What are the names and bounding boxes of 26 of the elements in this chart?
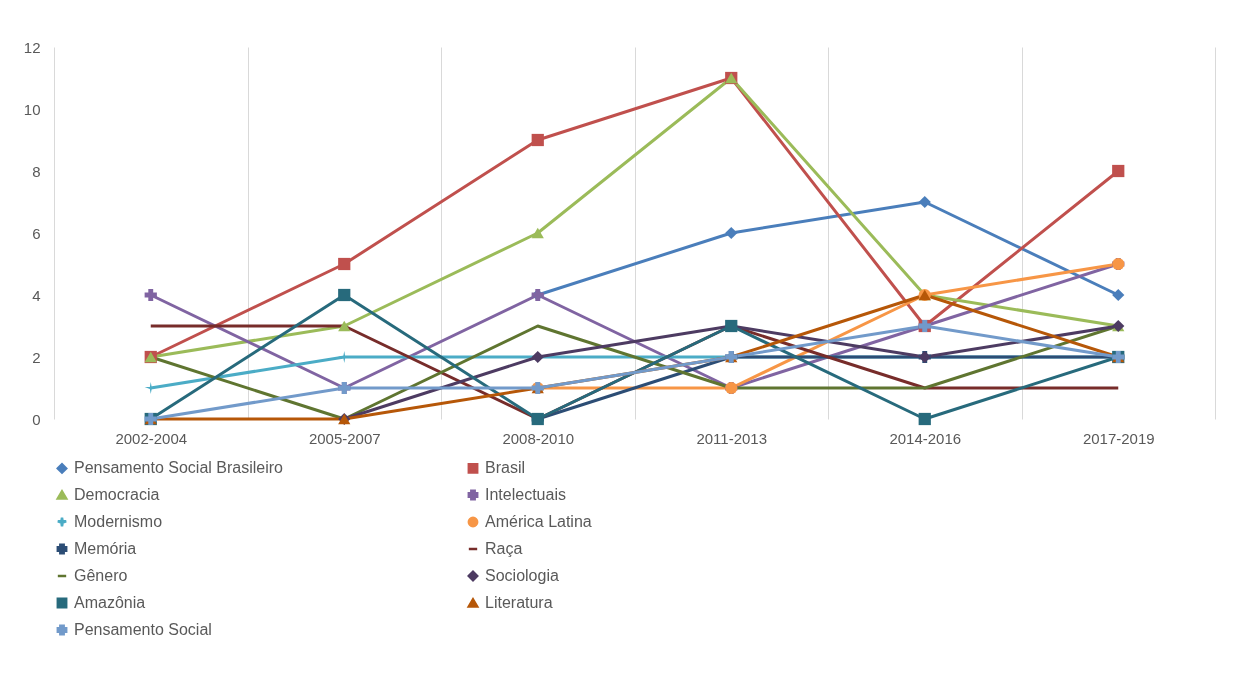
legend-label: Brasil (485, 459, 526, 477)
y-tick-label: 0 (32, 410, 41, 428)
legend-label: Literatura (485, 594, 553, 611)
y-tick-label: 10 (23, 100, 41, 118)
legend-label: Memória (74, 540, 137, 557)
legend-label: Pensamento Social Brasileiro (74, 459, 284, 477)
y-tick-label: 6 (32, 224, 41, 242)
legend-label: Pensamento Social (74, 621, 212, 638)
y-tick-label: 12 (23, 38, 41, 56)
x-tick-label: 2005-2007 (308, 429, 381, 447)
x-tick-label: 2011-2013 (696, 429, 768, 447)
legend-label: Amazônia (74, 594, 146, 611)
legend-label: Gênero (74, 567, 128, 584)
legend-label: Democracia (74, 486, 160, 503)
y-tick-label: 4 (32, 286, 41, 304)
legend-label: América Latina (485, 513, 592, 530)
y-tick-label: 2 (32, 348, 41, 366)
legend-label: Sociologia (485, 567, 559, 584)
legend-label: Modernismo (74, 513, 163, 530)
x-tick-label: 2017-2019 (1082, 429, 1155, 447)
legend-label: Intelectuais (485, 486, 566, 503)
x-tick-label: 2002-2004 (115, 429, 188, 447)
y-tick-label: 8 (32, 162, 41, 180)
legend-label: Raça (485, 540, 523, 557)
x-tick-label: 2014-2016 (889, 429, 962, 447)
x-tick-label: 2008-2010 (502, 429, 575, 447)
